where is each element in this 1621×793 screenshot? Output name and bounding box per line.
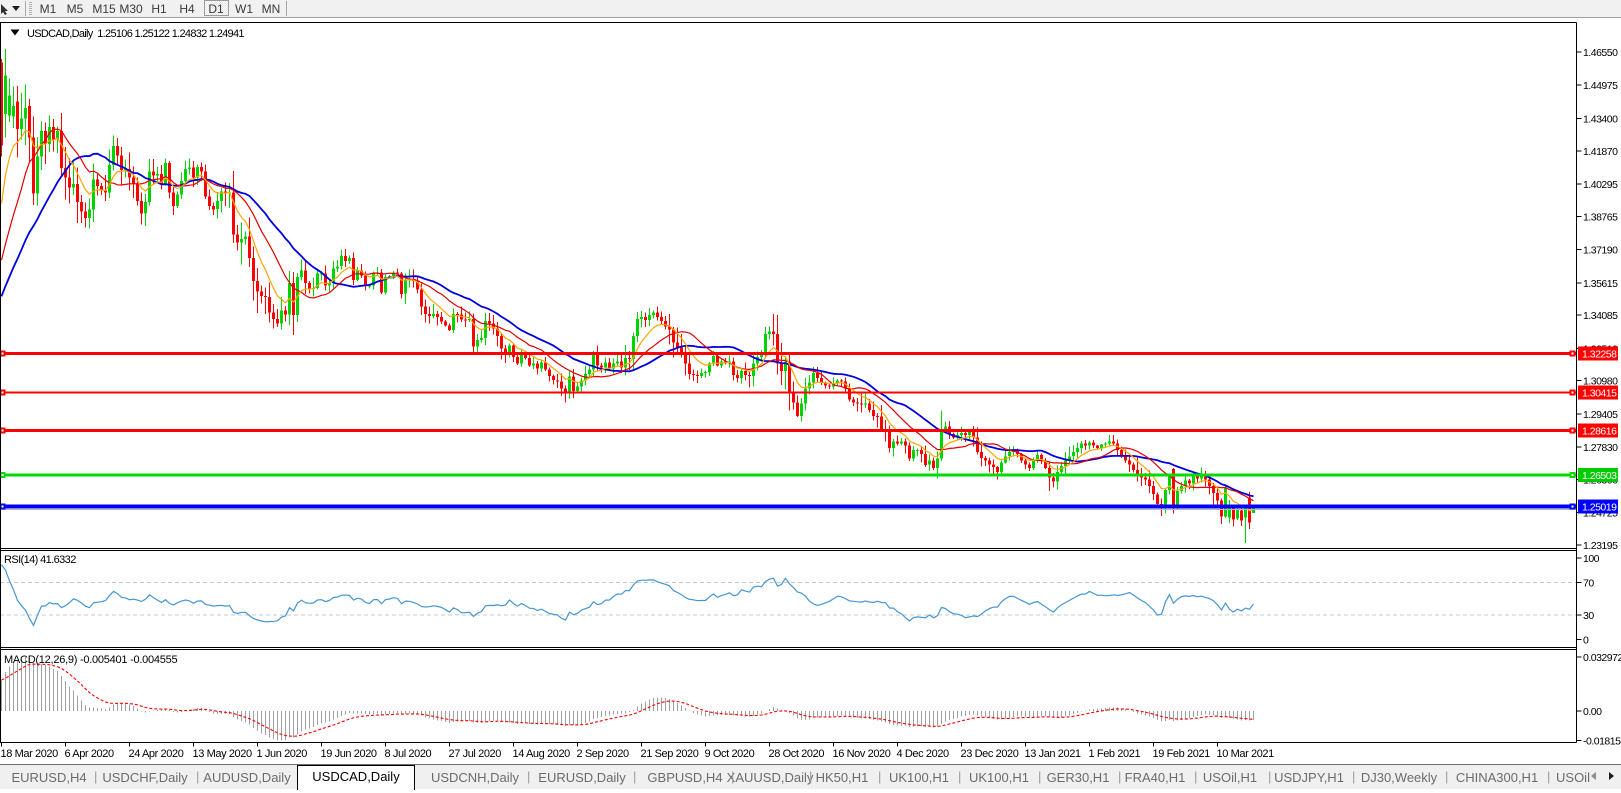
svg-text:14 Aug 2020: 14 Aug 2020 [513,748,571,760]
svg-text:24 Apr 2020: 24 Apr 2020 [129,748,184,760]
svg-text:9 Oct 2020: 9 Oct 2020 [705,748,755,760]
svg-text:1.28616: 1.28616 [1582,426,1617,438]
svg-text:1.32258: 1.32258 [1582,349,1617,361]
svg-text:RSI(14) 41.6332: RSI(14) 41.6332 [4,554,76,566]
svg-text:6 Apr 2020: 6 Apr 2020 [65,748,114,760]
svg-text:19 Jun 2020: 19 Jun 2020 [321,748,377,760]
svg-text:0: 0 [1583,635,1589,647]
svg-text:27 Jul 2020: 27 Jul 2020 [449,748,502,760]
svg-text:23 Dec 2020: 23 Dec 2020 [961,748,1019,760]
svg-text:100: 100 [1583,553,1600,565]
svg-text:1.43400: 1.43400 [1583,114,1618,126]
svg-text:1.46550: 1.46550 [1583,47,1618,59]
svg-text:13 May 2020: 13 May 2020 [193,748,252,760]
svg-text:1.26503: 1.26503 [1582,470,1617,482]
svg-text:8 Jul 2020: 8 Jul 2020 [385,748,432,760]
svg-text:21 Sep 2020: 21 Sep 2020 [641,748,699,760]
svg-text:1.38765: 1.38765 [1583,211,1618,223]
svg-text:19 Feb 2021: 19 Feb 2021 [1153,748,1211,760]
svg-text:16 Nov 2020: 16 Nov 2020 [833,748,891,760]
svg-text:70: 70 [1583,578,1594,590]
svg-text:13 Jan 2021: 13 Jan 2021 [1025,748,1081,760]
svg-text:10 Mar 2021: 10 Mar 2021 [1217,748,1275,760]
svg-text:1.29405: 1.29405 [1583,409,1618,421]
svg-text:30: 30 [1583,610,1594,622]
svg-text:USDCAD,Daily 1.25106 1.25122: USDCAD,Daily 1.25106 1.25122 1.24832 1.2… [27,28,244,40]
svg-text:1.35615: 1.35615 [1583,278,1618,290]
svg-text:-0.018154: -0.018154 [1583,736,1621,748]
svg-text:0.00: 0.00 [1583,706,1602,718]
svg-text:0.032972: 0.032972 [1583,652,1621,664]
svg-text:28 Oct 2020: 28 Oct 2020 [769,748,825,760]
svg-text:1.37190: 1.37190 [1583,245,1618,257]
svg-text:1.30980: 1.30980 [1583,376,1618,388]
svg-text:MACD(12,26,9) -0.005401 -0.004: MACD(12,26,9) -0.005401 -0.004555 [4,654,177,666]
svg-text:1 Jun 2020: 1 Jun 2020 [257,748,308,760]
svg-text:1.27830: 1.27830 [1583,442,1618,454]
svg-text:1.40295: 1.40295 [1583,179,1618,191]
svg-text:4 Dec 2020: 4 Dec 2020 [897,748,950,760]
svg-text:1.30415: 1.30415 [1582,388,1617,400]
svg-text:1.41870: 1.41870 [1583,146,1618,158]
svg-text:2 Sep 2020: 2 Sep 2020 [577,748,630,760]
svg-text:1.34085: 1.34085 [1583,310,1618,322]
svg-text:1 Feb 2021: 1 Feb 2021 [1089,748,1141,760]
svg-text:1.44975: 1.44975 [1583,80,1618,92]
svg-text:1.25019: 1.25019 [1582,502,1617,514]
svg-text:1.23195: 1.23195 [1583,540,1618,552]
svg-text:18 Mar 2020: 18 Mar 2020 [1,748,59,760]
